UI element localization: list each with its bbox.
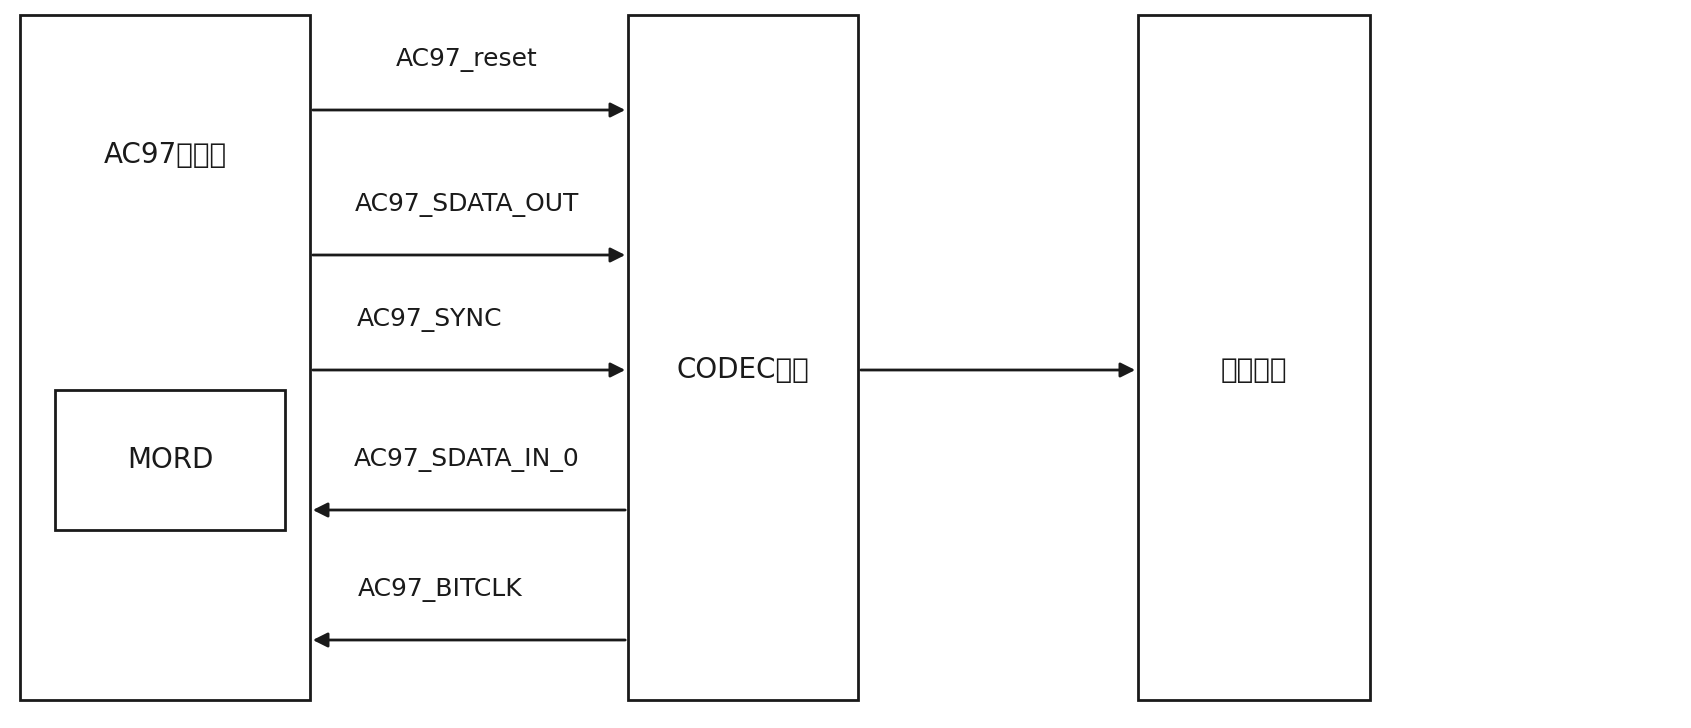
Bar bbox=[627, 15, 857, 700]
Text: MORD: MORD bbox=[127, 446, 213, 474]
Text: AC97控制器: AC97控制器 bbox=[103, 141, 227, 169]
Text: AC97_SDATA_IN_0: AC97_SDATA_IN_0 bbox=[353, 448, 580, 472]
Bar bbox=[56, 390, 286, 530]
Text: AC97_SDATA_OUT: AC97_SDATA_OUT bbox=[355, 193, 580, 217]
Text: AC97_BITCLK: AC97_BITCLK bbox=[357, 578, 523, 602]
Text: CODEC芯片: CODEC芯片 bbox=[676, 356, 810, 384]
Bar bbox=[1138, 15, 1370, 700]
Bar bbox=[20, 15, 309, 700]
Text: AC97_SYNC: AC97_SYNC bbox=[357, 308, 502, 332]
Text: 线性马达: 线性马达 bbox=[1221, 356, 1287, 384]
Text: AC97_reset: AC97_reset bbox=[396, 48, 538, 72]
